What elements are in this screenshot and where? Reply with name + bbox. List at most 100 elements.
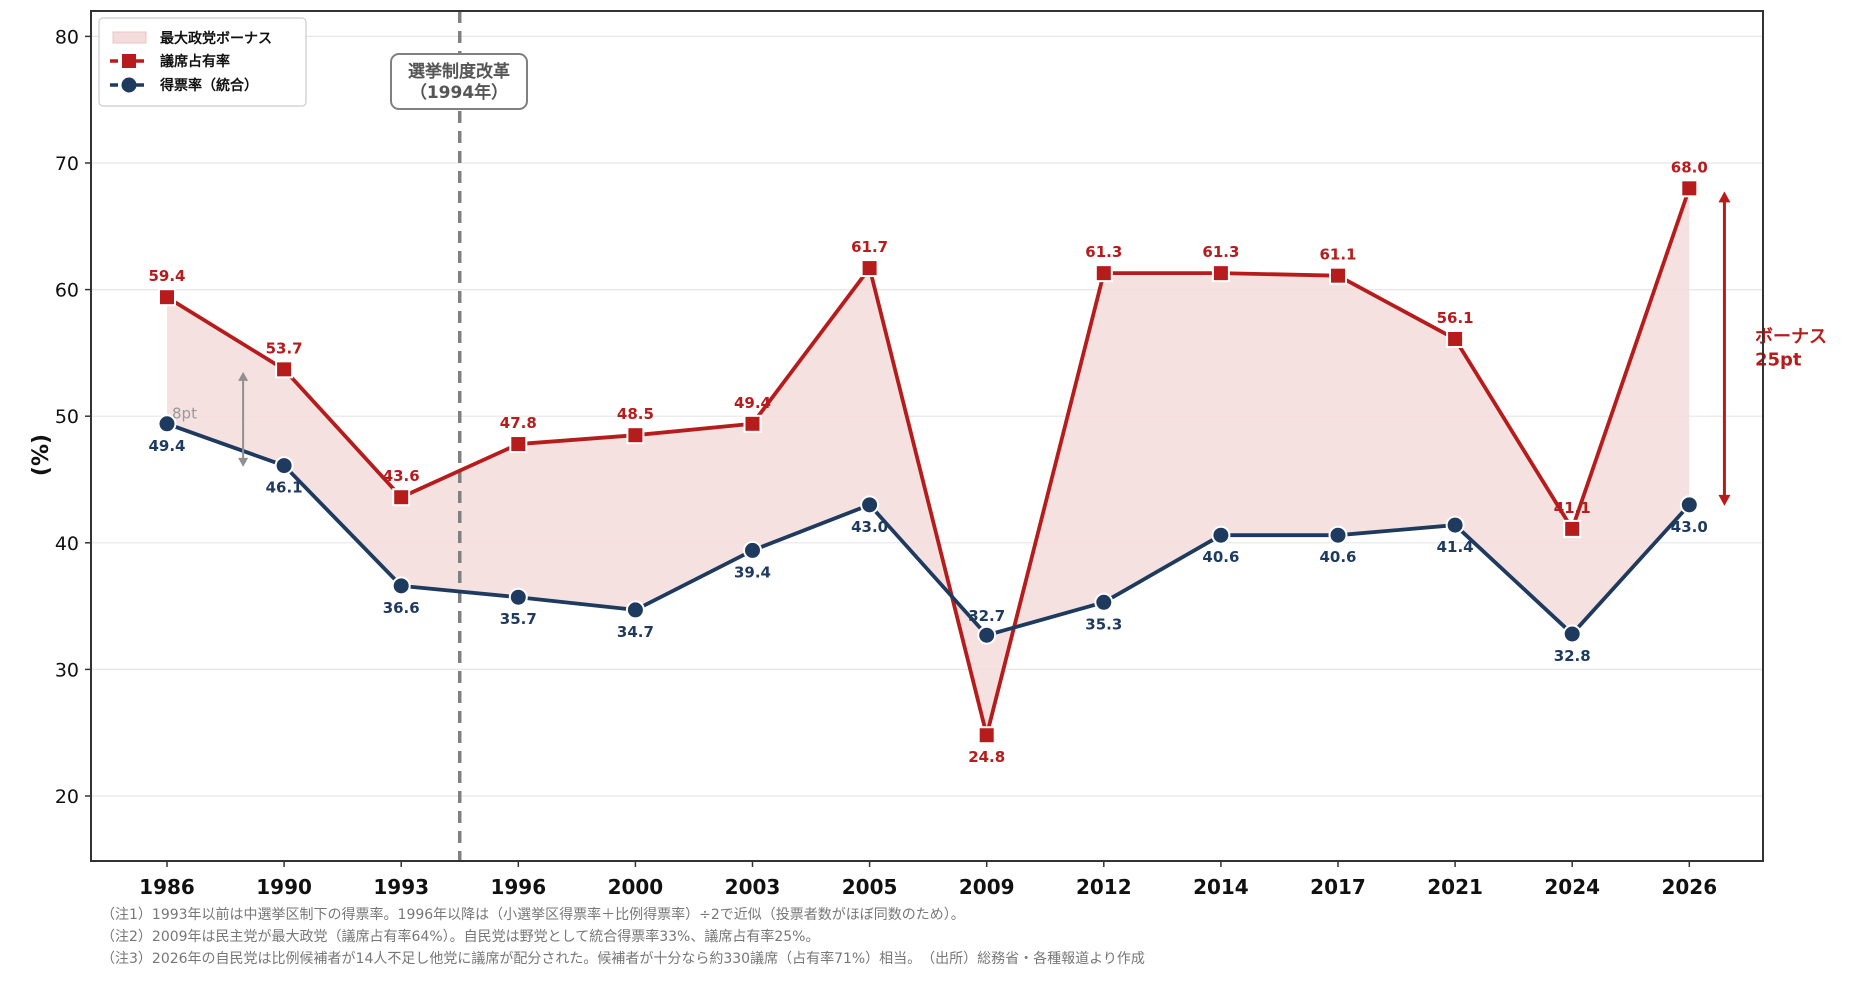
seat-marker-2021 <box>1446 329 1465 348</box>
bonus-1986-arrowhead-down <box>238 457 249 467</box>
vote-label-2003: 39.4 <box>734 563 771 581</box>
seat-marker-1986 <box>158 288 176 307</box>
vote-marker-1993 <box>391 576 411 596</box>
gridlines <box>91 35 1763 797</box>
xtick-label-1996: 1996 <box>490 875 546 899</box>
seat-label-2009: 24.8 <box>968 748 1005 766</box>
legend-label-seat: 議席占有率 <box>160 53 230 70</box>
ytick-label-20: 20 <box>55 786 79 808</box>
seat-label-2024: 41.1 <box>1554 499 1591 517</box>
seat-label-1986: 59.4 <box>148 267 185 285</box>
ytick-label-60: 60 <box>55 280 79 302</box>
xtick-label-2000: 2000 <box>608 875 664 899</box>
xtick-label-2024: 2024 <box>1544 875 1600 899</box>
xtick-label-1990: 1990 <box>256 875 312 899</box>
vote-label-1993: 36.6 <box>383 599 420 617</box>
x-axis-ticks: 1986 1990 1993 1996 2000 2003 2005 2009 2012 2014… <box>139 861 1717 899</box>
legend-fill-swatch <box>112 31 147 44</box>
vote-label-2021: 41.4 <box>1437 538 1474 556</box>
seat-label-2026: 68.0 <box>1671 158 1708 176</box>
xtick-label-2003: 2003 <box>725 875 781 899</box>
reform-label-line1: 選挙制度改革 <box>408 61 510 82</box>
seat-marker-2012 <box>1094 264 1113 283</box>
bonus-2026-label-line1: ボーナス <box>1755 327 1827 348</box>
xtick-label-2009: 2009 <box>959 875 1015 899</box>
seat-line <box>166 187 1692 738</box>
vote-label-2014: 40.6 <box>1202 548 1239 566</box>
xtick-label-1986: 1986 <box>139 875 195 899</box>
seat-label-2003: 49.4 <box>734 394 771 412</box>
vote-marker-2000 <box>625 600 645 620</box>
footnotes: （注1）1993年以前は中選挙区制下の得票率。1996年以降は（小選挙区得票率＋… <box>101 904 1145 970</box>
vote-label-2026: 43.0 <box>1671 518 1708 536</box>
vote-label-2024: 32.8 <box>1554 647 1591 665</box>
legend: 最大政党ボーナス 議席占有率 得票率（統合） <box>98 17 307 107</box>
vote-label-1996: 35.7 <box>500 610 537 628</box>
seat-marker-2000 <box>626 426 645 445</box>
xtick-label-2026: 2026 <box>1661 875 1717 899</box>
legend-vote-marker-icon <box>121 77 137 93</box>
xtick-label-2012: 2012 <box>1076 875 1132 899</box>
xtick-label-1993: 1993 <box>373 875 429 899</box>
vote-marker-2012 <box>1094 592 1114 612</box>
vote-marker-1986 <box>157 414 177 434</box>
seat-marker-2005 <box>860 259 879 278</box>
xtick-label-2021: 2021 <box>1427 875 1483 899</box>
legend-box <box>98 17 307 107</box>
series-markers <box>157 179 1699 745</box>
vote-marker-2021 <box>1445 515 1465 535</box>
legend-label-bonus: 最大政党ボーナス <box>160 30 272 47</box>
seat-label-1996: 47.8 <box>500 414 537 432</box>
xtick-label-2017: 2017 <box>1310 875 1366 899</box>
ytick-label-40: 40 <box>55 533 79 555</box>
seat-marker-2026 <box>1680 179 1699 198</box>
bonus-1986-label: 8pt <box>172 405 197 423</box>
seat-label-2012: 61.3 <box>1085 243 1122 261</box>
footnote-2: （注2）2009年は民主党が最大政党（議席占有率64%）。自民党は野党として統合… <box>101 929 820 945</box>
bonus-fill-area <box>167 188 1690 736</box>
ytick-label-70: 70 <box>55 153 79 175</box>
seat-label-1990: 53.7 <box>266 339 303 357</box>
vote-label-2005: 43.0 <box>851 518 888 536</box>
seat-marker-2014 <box>1211 264 1230 283</box>
vote-marker-2014 <box>1211 525 1231 545</box>
seat-marker-1993 <box>392 488 411 507</box>
xtick-label-2005: 2005 <box>842 875 898 899</box>
legend-label-vote: 得票率（統合） <box>159 77 258 94</box>
reform-annotation: 選挙制度改革 （1994年） <box>390 53 528 110</box>
bonus-2026-arrowhead-down <box>1718 494 1731 506</box>
vote-label-1986: 49.4 <box>148 437 185 455</box>
vote-marker-1990 <box>274 456 294 476</box>
ytick-label-30: 30 <box>55 659 79 681</box>
footnote-3: （注3）2026年の自民党は比例候補者が14人不足し他党に議席が配分された。候補… <box>101 951 1145 967</box>
vote-label-1990: 46.1 <box>266 479 303 497</box>
vote-label-2000: 34.7 <box>617 623 654 641</box>
vote-line <box>166 422 1691 638</box>
vote-marker-2024 <box>1562 624 1582 644</box>
y-axis-ticks: 20 30 40 50 60 70 80 <box>55 26 91 808</box>
bonus-2026-annotation: ボーナス 25pt <box>1718 191 1827 506</box>
seat-label-2017: 61.1 <box>1319 246 1356 264</box>
ytick-label-80: 80 <box>55 26 79 48</box>
axes-frame <box>90 10 1764 862</box>
vote-marker-2003 <box>743 540 762 560</box>
bonus-2026-label-line2: 25pt <box>1755 350 1802 371</box>
bonus-1986-arrowhead-up <box>238 371 249 381</box>
seat-label-2014: 61.3 <box>1202 243 1239 261</box>
legend-seat-marker-icon <box>122 54 136 68</box>
seat-marker-1996 <box>509 435 528 454</box>
seat-label-2000: 48.5 <box>617 405 654 423</box>
seat-label-1993: 43.6 <box>383 467 420 485</box>
vote-marker-2009 <box>977 625 997 645</box>
vote-label-2012: 35.3 <box>1085 615 1122 633</box>
seat-marker-2017 <box>1329 266 1347 285</box>
vote-label-2009: 32.7 <box>968 607 1005 625</box>
y-axis-label: (%) <box>29 434 54 476</box>
vote-label-2017: 40.6 <box>1319 548 1356 566</box>
xtick-label-2014: 2014 <box>1193 875 1249 899</box>
bonus-1986-annotation: 8pt <box>172 371 249 467</box>
seat-label-2021: 56.1 <box>1437 309 1474 327</box>
seat-marker-2024 <box>1563 519 1582 538</box>
data-labels: 59.4 53.7 43.6 47.8 48.5 49.4 61.7 24.8 61.3 61.3… <box>148 158 1707 766</box>
seat-label-2005: 61.7 <box>851 238 888 256</box>
